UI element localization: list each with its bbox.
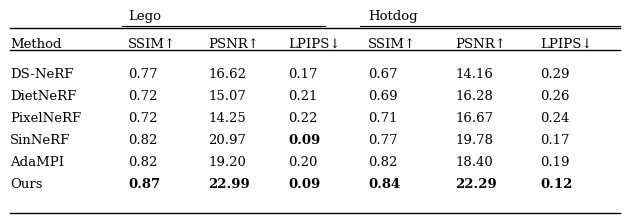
- Text: SinNeRF: SinNeRF: [10, 134, 70, 147]
- Text: 0.69: 0.69: [368, 90, 397, 103]
- Text: 0.82: 0.82: [128, 134, 157, 147]
- Text: 0.21: 0.21: [288, 90, 317, 103]
- Text: 0.77: 0.77: [368, 134, 397, 147]
- Text: 0.26: 0.26: [540, 90, 570, 103]
- Text: 15.07: 15.07: [208, 90, 246, 103]
- Text: 14.16: 14.16: [455, 68, 493, 81]
- Text: 0.67: 0.67: [368, 68, 397, 81]
- Text: 19.20: 19.20: [208, 156, 246, 169]
- Text: 14.25: 14.25: [208, 112, 246, 125]
- Text: 0.12: 0.12: [540, 178, 572, 191]
- Text: Ours: Ours: [10, 178, 42, 191]
- Text: 0.09: 0.09: [288, 134, 320, 147]
- Text: Hotdog: Hotdog: [368, 10, 418, 23]
- Text: 16.28: 16.28: [455, 90, 493, 103]
- Text: 18.40: 18.40: [455, 156, 493, 169]
- Text: 0.22: 0.22: [288, 112, 317, 125]
- Text: Method: Method: [10, 38, 61, 51]
- Text: 0.29: 0.29: [540, 68, 570, 81]
- Text: 0.77: 0.77: [128, 68, 157, 81]
- Text: 20.97: 20.97: [208, 134, 246, 147]
- Text: 0.24: 0.24: [540, 112, 570, 125]
- Text: 22.99: 22.99: [208, 178, 250, 191]
- Text: 0.72: 0.72: [128, 90, 157, 103]
- Text: Lego: Lego: [128, 10, 161, 23]
- Text: 0.82: 0.82: [368, 156, 397, 169]
- Text: 0.17: 0.17: [540, 134, 570, 147]
- Text: 0.71: 0.71: [368, 112, 397, 125]
- Text: DS-NeRF: DS-NeRF: [10, 68, 74, 81]
- Text: 22.29: 22.29: [455, 178, 497, 191]
- Text: AdaMPI: AdaMPI: [10, 156, 64, 169]
- Text: 0.84: 0.84: [368, 178, 400, 191]
- Text: 19.78: 19.78: [455, 134, 493, 147]
- Text: SSIM↑: SSIM↑: [128, 38, 176, 51]
- Text: 0.20: 0.20: [288, 156, 317, 169]
- Text: 0.17: 0.17: [288, 68, 317, 81]
- Text: 16.67: 16.67: [455, 112, 493, 125]
- Text: 0.19: 0.19: [540, 156, 570, 169]
- Text: LPIPS↓: LPIPS↓: [288, 38, 340, 51]
- Text: PixelNeRF: PixelNeRF: [10, 112, 81, 125]
- Text: DietNeRF: DietNeRF: [10, 90, 76, 103]
- Text: LPIPS↓: LPIPS↓: [540, 38, 593, 51]
- Text: 0.87: 0.87: [128, 178, 160, 191]
- Text: 0.09: 0.09: [288, 178, 320, 191]
- Text: 16.62: 16.62: [208, 68, 246, 81]
- Text: 0.82: 0.82: [128, 156, 157, 169]
- Text: PSNR↑: PSNR↑: [455, 38, 506, 51]
- Text: 0.72: 0.72: [128, 112, 157, 125]
- Text: PSNR↑: PSNR↑: [208, 38, 259, 51]
- Text: SSIM↑: SSIM↑: [368, 38, 416, 51]
